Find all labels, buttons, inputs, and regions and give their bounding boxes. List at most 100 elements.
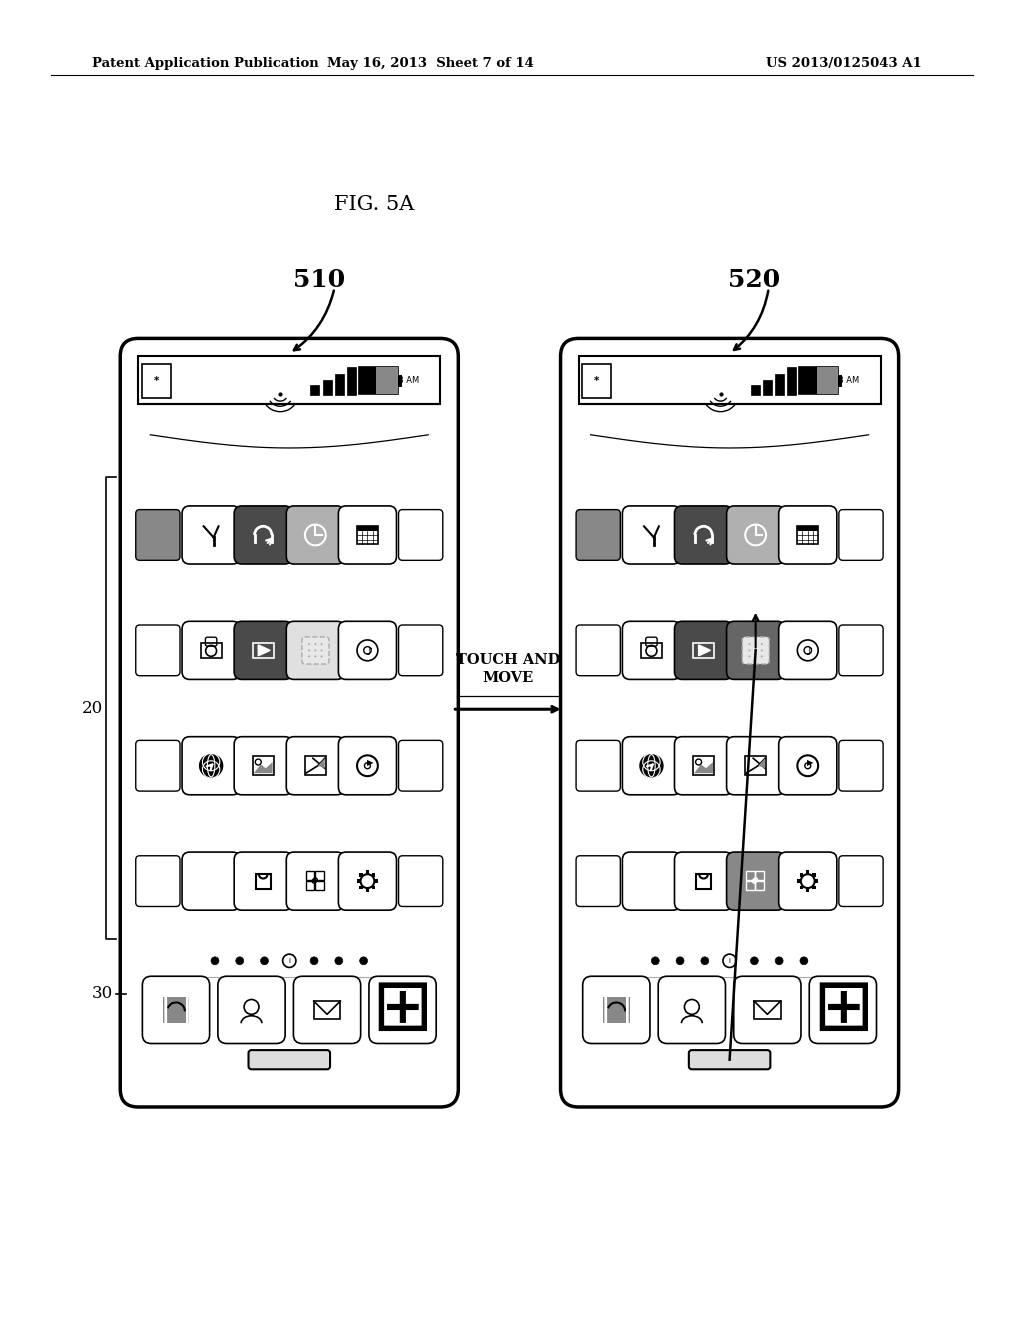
Text: ⊞: ⊞: [372, 973, 433, 1047]
FancyBboxPatch shape: [302, 638, 329, 664]
Bar: [812, 886, 816, 890]
Text: ♪: ♪: [366, 647, 373, 657]
Bar: [800, 873, 803, 876]
Circle shape: [308, 656, 310, 657]
FancyBboxPatch shape: [234, 853, 292, 911]
FancyBboxPatch shape: [778, 853, 837, 911]
Bar: [746, 880, 755, 890]
FancyBboxPatch shape: [182, 853, 241, 911]
Polygon shape: [317, 758, 325, 768]
FancyBboxPatch shape: [839, 741, 883, 791]
Circle shape: [749, 656, 751, 657]
Bar: [839, 375, 842, 387]
Text: 📞: 📞: [602, 986, 631, 1034]
Bar: [313, 1001, 340, 1019]
Circle shape: [755, 649, 757, 651]
Bar: [305, 756, 326, 775]
Bar: [315, 871, 324, 880]
FancyBboxPatch shape: [142, 977, 210, 1044]
FancyBboxPatch shape: [675, 506, 732, 564]
Bar: [775, 374, 784, 396]
Bar: [253, 756, 273, 775]
Circle shape: [335, 957, 343, 965]
FancyBboxPatch shape: [839, 855, 883, 907]
Bar: [253, 643, 273, 657]
FancyBboxPatch shape: [675, 622, 732, 680]
FancyBboxPatch shape: [583, 977, 650, 1044]
Bar: [315, 880, 324, 890]
Bar: [799, 367, 839, 395]
Text: ♪: ♪: [806, 647, 813, 657]
Text: TOUCH AND: TOUCH AND: [456, 653, 560, 668]
FancyBboxPatch shape: [727, 853, 784, 911]
Circle shape: [700, 957, 709, 965]
Circle shape: [260, 957, 268, 965]
FancyBboxPatch shape: [727, 506, 784, 564]
Circle shape: [676, 957, 684, 965]
Polygon shape: [254, 762, 272, 774]
FancyBboxPatch shape: [294, 977, 360, 1044]
FancyBboxPatch shape: [577, 741, 621, 791]
Polygon shape: [758, 758, 765, 768]
Bar: [358, 367, 377, 395]
FancyBboxPatch shape: [234, 506, 292, 564]
Text: MOVE: MOVE: [482, 671, 534, 685]
Circle shape: [755, 656, 757, 657]
Bar: [359, 886, 362, 890]
FancyBboxPatch shape: [398, 855, 442, 907]
FancyBboxPatch shape: [778, 737, 837, 795]
Bar: [641, 643, 663, 657]
FancyBboxPatch shape: [675, 853, 732, 911]
Bar: [256, 874, 270, 888]
FancyBboxPatch shape: [623, 853, 681, 911]
Bar: [375, 879, 378, 883]
FancyBboxPatch shape: [182, 622, 241, 680]
FancyBboxPatch shape: [778, 506, 837, 564]
Polygon shape: [694, 762, 713, 774]
Text: 1:28 AM: 1:28 AM: [825, 376, 859, 384]
FancyBboxPatch shape: [623, 737, 681, 795]
Bar: [583, 363, 611, 397]
Circle shape: [749, 643, 751, 645]
Bar: [756, 871, 764, 880]
FancyBboxPatch shape: [369, 977, 436, 1044]
Bar: [201, 643, 222, 657]
FancyBboxPatch shape: [658, 977, 725, 1044]
FancyBboxPatch shape: [234, 737, 292, 795]
Bar: [366, 888, 370, 892]
Text: FIG. 5A: FIG. 5A: [334, 195, 414, 214]
FancyBboxPatch shape: [182, 506, 241, 564]
Circle shape: [314, 649, 316, 651]
FancyBboxPatch shape: [727, 622, 784, 680]
Bar: [356, 879, 360, 883]
Circle shape: [310, 957, 318, 965]
Circle shape: [761, 643, 763, 645]
Polygon shape: [698, 645, 711, 656]
FancyBboxPatch shape: [577, 855, 621, 907]
FancyBboxPatch shape: [338, 737, 396, 795]
FancyBboxPatch shape: [234, 622, 292, 680]
FancyBboxPatch shape: [338, 622, 396, 680]
FancyBboxPatch shape: [338, 506, 396, 564]
Bar: [579, 356, 881, 404]
Circle shape: [359, 957, 368, 965]
FancyBboxPatch shape: [623, 506, 681, 564]
FancyBboxPatch shape: [398, 741, 442, 791]
Bar: [763, 380, 772, 396]
Text: 20: 20: [82, 700, 102, 717]
Bar: [693, 643, 714, 657]
FancyBboxPatch shape: [398, 510, 442, 560]
Text: i: i: [729, 958, 730, 964]
Circle shape: [314, 643, 316, 645]
Text: US 2013/0125043 A1: US 2013/0125043 A1: [766, 57, 922, 70]
Circle shape: [761, 656, 763, 657]
Text: 1:28 AM: 1:28 AM: [385, 376, 419, 384]
Circle shape: [321, 649, 323, 651]
FancyBboxPatch shape: [727, 737, 784, 795]
Circle shape: [749, 649, 751, 651]
Bar: [800, 886, 803, 890]
Bar: [306, 880, 314, 890]
Bar: [323, 380, 332, 396]
Bar: [372, 886, 376, 890]
Circle shape: [314, 656, 316, 657]
